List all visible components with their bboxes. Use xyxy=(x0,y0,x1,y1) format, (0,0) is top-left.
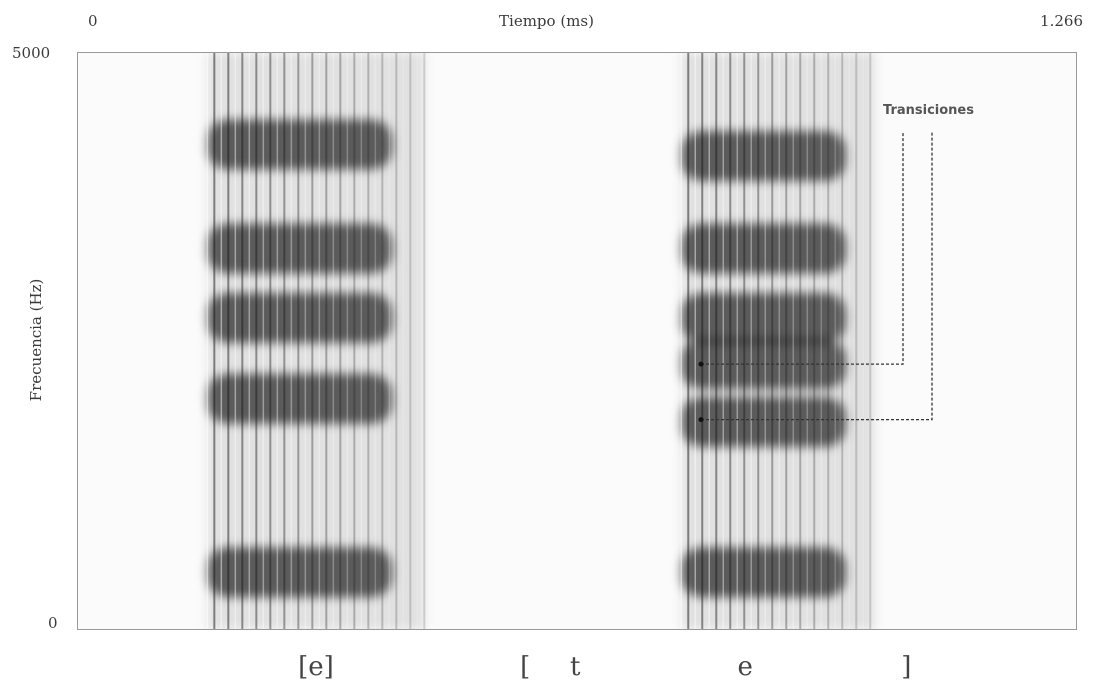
segment-label-2: t xyxy=(569,652,581,682)
energy-bands xyxy=(207,52,875,630)
x-axis-max-label: 1.266 xyxy=(1040,12,1083,30)
y-axis-max-label: 5000 xyxy=(12,44,51,62)
plot-frame xyxy=(77,52,1077,630)
transition-leader-0 xyxy=(701,132,904,365)
y-axis-title: Frecuencia (Hz) xyxy=(27,278,45,402)
formant-band-1-3 xyxy=(681,292,846,343)
x-axis-min-label: 0 xyxy=(88,12,98,30)
transition-point-1 xyxy=(698,417,704,423)
striations xyxy=(206,52,872,630)
formant-band-1-5 xyxy=(681,131,846,182)
formant-band-1-0 xyxy=(681,547,846,598)
y-axis-min-label: 0 xyxy=(48,614,58,632)
transition-point-0 xyxy=(698,361,704,367)
annotation-group: Transiciones xyxy=(698,103,974,423)
segment-label-4: ] xyxy=(901,652,912,682)
annotation-label: Transiciones xyxy=(883,103,974,118)
formant-band-0-1 xyxy=(207,373,392,424)
x-axis-title: Tiempo (ms) xyxy=(499,12,594,30)
formant-band-1-1 xyxy=(681,396,846,447)
formant-band-1-4 xyxy=(681,223,846,274)
spectrogram-svg: Transiciones xyxy=(77,52,1077,630)
segment-label-1: [ xyxy=(520,652,531,682)
formant-band-0-0 xyxy=(207,547,392,598)
formant-band-0-3 xyxy=(207,223,392,274)
segment-label-0: [e] xyxy=(298,652,334,682)
spectrogram-plot: Transiciones xyxy=(77,52,1077,630)
transition-leader-1 xyxy=(701,132,933,421)
formant-band-0-2 xyxy=(207,292,392,343)
segment-label-3: e xyxy=(737,652,753,682)
formant-band-0-4 xyxy=(207,119,392,170)
